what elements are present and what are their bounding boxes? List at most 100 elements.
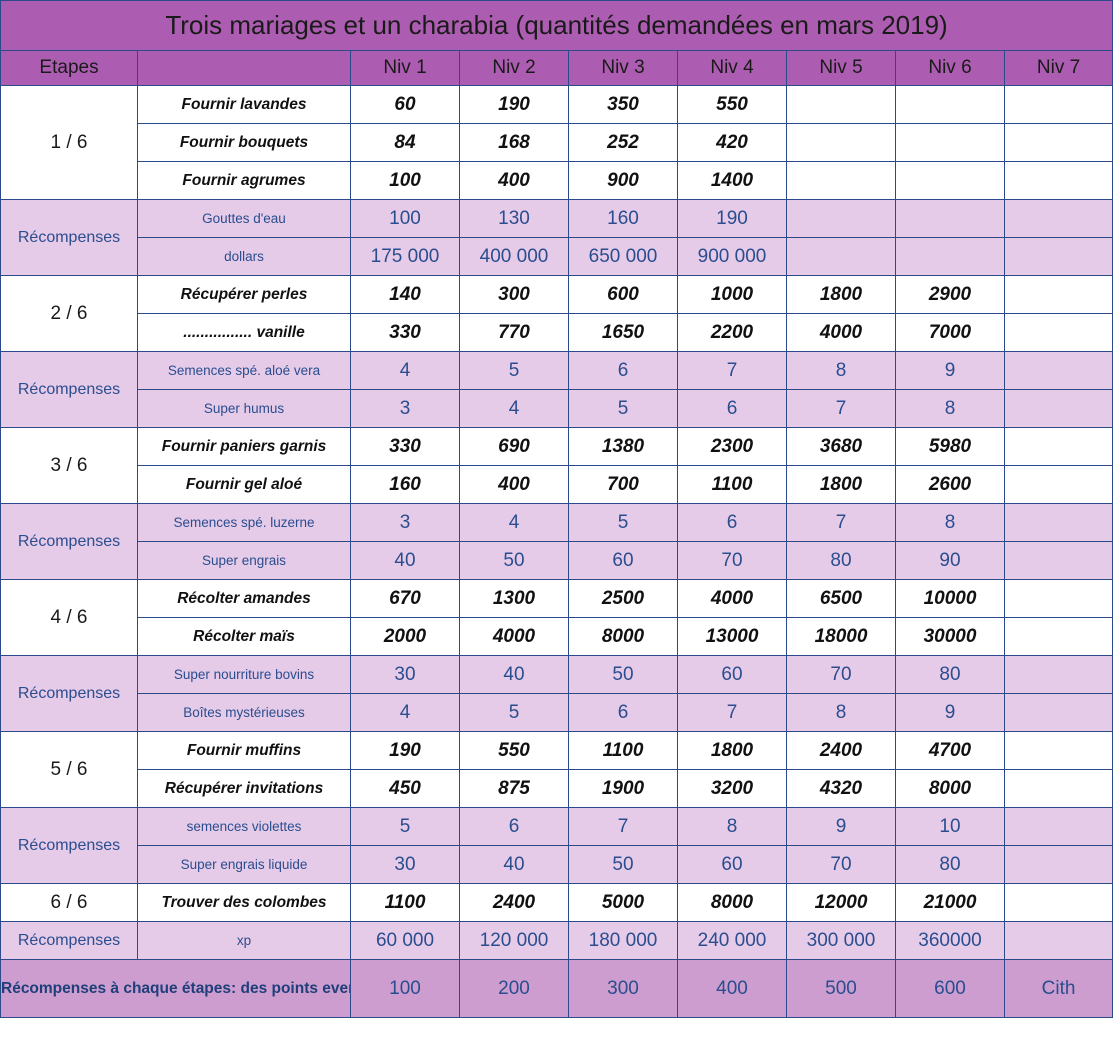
task-value: 350 — [568, 85, 678, 124]
task-value — [1003, 85, 1113, 124]
reward-row: Super engrais liquide 30 40 50 60 70 80 — [1, 845, 1113, 884]
reward-value: 160 — [568, 199, 678, 238]
task-value: 84 — [350, 123, 460, 162]
reward-value: 5 — [568, 389, 678, 428]
reward-value: 4 — [350, 693, 460, 732]
task-value — [1003, 313, 1113, 352]
reward-value: 6 — [677, 389, 787, 428]
task-value: 190 — [350, 731, 460, 770]
rewards-label: Récompenses — [0, 199, 138, 276]
header-level-6: Niv 6 — [895, 50, 1005, 86]
task-value: 3200 — [677, 769, 787, 808]
reward-name: Super engrais — [137, 541, 351, 580]
step-label: 6 / 6 — [0, 883, 138, 922]
reward-value: 6 — [568, 693, 678, 732]
task-row: 3 / 6 Fournir paniers garnis 330 690 1380 230… — [0, 427, 1113, 504]
task-name: Fournir agrumes — [137, 161, 351, 200]
reward-value: 40 — [459, 655, 569, 694]
reward-name: Semences spé. luzerne — [137, 503, 351, 542]
rewards-label: Récompenses — [0, 807, 138, 884]
task-value — [1003, 465, 1113, 504]
reward-name: dollars — [137, 237, 351, 276]
reward-value: 3 — [350, 389, 460, 428]
reward-value: 240 000 — [677, 921, 787, 960]
task-value: 12000 — [786, 883, 896, 922]
task-value: 400 — [459, 161, 569, 200]
reward-name: Super engrais liquide — [137, 845, 351, 884]
task-value: 770 — [459, 313, 569, 352]
rewards-label: Récompenses — [0, 503, 138, 580]
task-value: 60 — [350, 85, 460, 124]
reward-value: 80 — [895, 655, 1005, 694]
task-name: Fournir paniers garnis — [137, 427, 351, 466]
reward-name: Gouttes d'eau — [137, 199, 351, 238]
task-name: Fournir lavandes — [137, 85, 351, 124]
task-name: Récolter amandes — [137, 579, 351, 618]
reward-value — [1003, 921, 1113, 960]
task-row: Récupérer invitations 450 875 1900 3200 4320 8… — [1, 769, 1113, 808]
reward-value — [1003, 389, 1113, 428]
reward-value — [1003, 199, 1113, 238]
step-label: 2 / 6 — [0, 275, 138, 352]
task-value: 420 — [677, 123, 787, 162]
task-value: 4000 — [677, 579, 787, 618]
task-name: Récolter maïs — [137, 617, 351, 656]
reward-value: 650 000 — [568, 237, 678, 276]
task-value: 2600 — [895, 465, 1005, 504]
task-value: 550 — [677, 85, 787, 124]
reward-value: 130 — [459, 199, 569, 238]
task-value: 21000 — [895, 883, 1005, 922]
header-level-2: Niv 2 — [459, 50, 569, 86]
reward-row: dollars 175 000 400 000 650 000 900 000 — [1, 237, 1113, 276]
task-value: 8000 — [677, 883, 787, 922]
title-row: Trois mariages et un charabia (quantités… — [0, 0, 1113, 51]
reward-value: 80 — [786, 541, 896, 580]
task-name: Récupérer invitations — [137, 769, 351, 808]
step-label: 5 / 6 — [0, 731, 138, 808]
reward-row: Super engrais 40 50 60 70 80 90 — [1, 541, 1113, 580]
header-level-1: Niv 1 — [350, 50, 460, 86]
task-name: Trouver des colombes — [137, 883, 351, 922]
reward-value: 4 — [459, 503, 569, 542]
footer-value: 400 — [677, 959, 787, 1018]
reward-value: 80 — [895, 845, 1005, 884]
task-name: Fournir gel aloé — [137, 465, 351, 504]
task-row: 6 / 6 Trouver des colombes 1100 2400 5000 800… — [0, 883, 1113, 922]
reward-value — [786, 199, 896, 238]
task-value: 13000 — [677, 617, 787, 656]
task-row: 4 / 6 Récolter amandes 670 1300 2500 4000 6500… — [0, 579, 1113, 656]
task-value — [1003, 123, 1113, 162]
task-value: 190 — [459, 85, 569, 124]
reward-value: 400 000 — [459, 237, 569, 276]
task-value: 1800 — [786, 275, 896, 314]
task-value — [1003, 883, 1113, 922]
reward-value — [1003, 541, 1113, 580]
task-value: 900 — [568, 161, 678, 200]
reward-value: 6 — [568, 351, 678, 390]
reward-value: 50 — [568, 845, 678, 884]
task-value: 2400 — [786, 731, 896, 770]
footer-row: Récompenses à chaque étapes: des points … — [0, 959, 1113, 1018]
rewards-label: Récompenses — [0, 921, 138, 960]
header-level-5: Niv 5 — [786, 50, 896, 86]
reward-value: 30 — [350, 845, 460, 884]
table-title: Trois mariages et un charabia (quantités… — [0, 0, 1113, 51]
task-value — [895, 161, 1005, 200]
reward-value: 7 — [677, 351, 787, 390]
task-value: 550 — [459, 731, 569, 770]
task-value — [1003, 427, 1113, 466]
task-value: 4000 — [786, 313, 896, 352]
task-value: 3680 — [786, 427, 896, 466]
reward-value: 5 — [350, 807, 460, 846]
task-value: 1000 — [677, 275, 787, 314]
task-value — [1003, 161, 1113, 200]
reward-value: 7 — [677, 693, 787, 732]
reward-value — [786, 237, 896, 276]
reward-value: 180 000 — [568, 921, 678, 960]
reward-value: 360000 — [895, 921, 1005, 960]
task-row: Récolter maïs 2000 4000 8000 13000 18000 30000 — [1, 617, 1113, 656]
task-value: 2900 — [895, 275, 1005, 314]
reward-row: Récompenses xp 60 000 120 000 180 000 240 000… — [0, 921, 1113, 960]
reward-value: 7 — [568, 807, 678, 846]
reward-name: Boîtes mystérieuses — [137, 693, 351, 732]
